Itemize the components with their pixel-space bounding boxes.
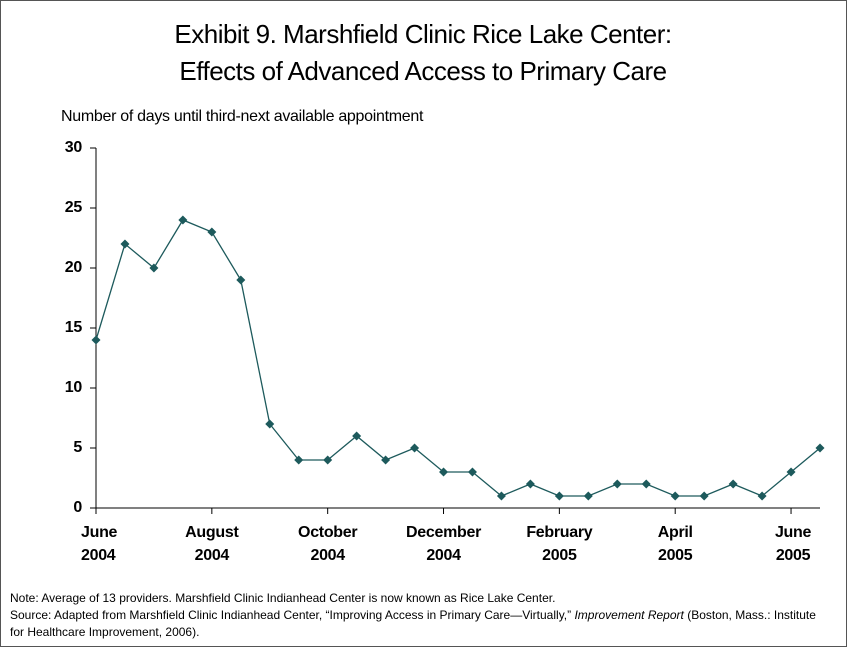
marker xyxy=(699,491,709,501)
marker xyxy=(323,455,333,465)
marker xyxy=(728,479,738,489)
marker xyxy=(149,263,159,273)
marker xyxy=(525,479,535,489)
marker xyxy=(786,467,796,477)
x-tick-label: October 2004 xyxy=(298,524,357,564)
marker xyxy=(410,443,420,453)
marker xyxy=(815,443,825,453)
x-tick-label: December 2004 xyxy=(406,524,481,564)
y-tick-label: 0 xyxy=(73,499,82,516)
y-tick-label: 20 xyxy=(65,259,83,276)
y-tick-label: 30 xyxy=(65,139,83,156)
marker xyxy=(467,467,477,477)
marker xyxy=(352,431,362,441)
x-tick-label: August 2004 xyxy=(185,524,239,564)
marker xyxy=(612,479,622,489)
marker xyxy=(236,275,246,285)
marker xyxy=(294,455,304,465)
y-tick-label: 15 xyxy=(65,319,83,336)
x-tick-label: February 2005 xyxy=(526,524,592,564)
marker xyxy=(641,479,651,489)
y-tick-label: 5 xyxy=(73,439,82,456)
marker xyxy=(120,239,130,249)
source: Source: Adapted from Marshfield Clinic I… xyxy=(10,607,830,641)
y-axis-label: Number of days until third-next availabl… xyxy=(61,108,424,125)
note: Note: Average of 13 providers. Marshfiel… xyxy=(10,591,556,605)
marker xyxy=(757,491,767,501)
x-tick-label: April 2005 xyxy=(658,524,693,564)
marker xyxy=(439,467,449,477)
marker xyxy=(178,215,188,225)
chart-subtitle: Effects of Advanced Access to Primary Ca… xyxy=(179,56,666,86)
source-text: Source: Adapted from Marshfield Clinic I… xyxy=(10,608,575,622)
notes: Note: Average of 13 providers. Marshfiel… xyxy=(10,590,830,641)
marker xyxy=(265,419,275,429)
y-tick-label: 25 xyxy=(65,199,83,216)
marker xyxy=(670,491,680,501)
chart-title: Exhibit 9. Marshfield Clinic Rice Lake C… xyxy=(174,19,671,49)
marker xyxy=(91,335,101,345)
marker xyxy=(381,455,391,465)
series-line xyxy=(95,219,821,497)
source-italic: Improvement Report xyxy=(574,608,684,622)
x-tick-label: June 2004 xyxy=(81,524,118,564)
marker xyxy=(496,491,506,501)
marker xyxy=(583,491,593,501)
source-text: (Boston, Mass.: Institute for Healthcare… xyxy=(10,608,816,639)
marker xyxy=(207,227,217,237)
marker xyxy=(554,491,564,501)
x-tick-label: June 2005 xyxy=(775,524,812,564)
y-tick-label: 10 xyxy=(65,379,83,396)
